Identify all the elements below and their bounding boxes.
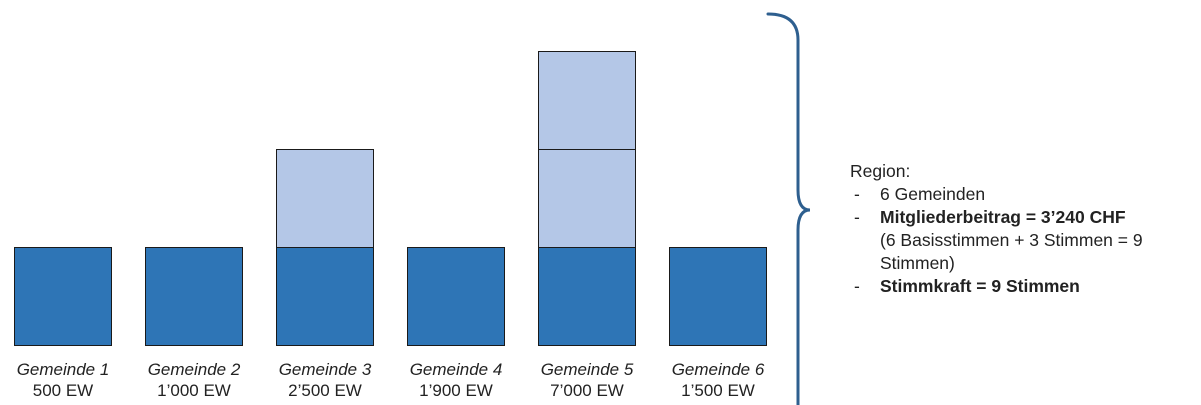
community-caption: Gemeinde 5 7’000 EW (522, 359, 652, 401)
community-caption: Gemeinde 2 1’000 EW (129, 359, 259, 401)
community-name: Gemeinde 6 (671, 360, 765, 379)
community-name: Gemeinde 3 (278, 360, 372, 379)
base-vote-block (407, 247, 505, 346)
community-population: 1’500 EW (681, 381, 755, 400)
community-name: Gemeinde 1 (16, 360, 110, 379)
community-caption: Gemeinde 3 2’500 EW (260, 359, 390, 401)
summary-item-subtext: (6 Basisstimmen + 3 Stimmen = 9 Stimmen) (880, 230, 1143, 273)
community-population: 1’900 EW (419, 381, 493, 400)
community-population: 1’000 EW (157, 381, 231, 400)
additional-vote-block (538, 149, 636, 248)
community-caption: Gemeinde 1 500 EW (0, 359, 128, 401)
summary-item-fee: - Mitgliederbeitrag = 3’240 CHF (6 Basis… (850, 206, 1195, 275)
bullet-dash: - (854, 184, 860, 204)
base-vote-block (538, 247, 636, 346)
additional-vote-block (276, 149, 374, 248)
summary-item-text: 6 Gemeinden (880, 184, 986, 204)
community-population: 2’500 EW (288, 381, 362, 400)
community-caption: Gemeinde 4 1’900 EW (391, 359, 521, 401)
bullet-dash: - (854, 207, 860, 227)
summary-list: - 6 Gemeinden - Mitgliederbeitrag = 3’24… (850, 183, 1195, 298)
summary-item-communities: - 6 Gemeinden (850, 183, 1195, 206)
summary-heading: Region: (850, 161, 911, 181)
curly-brace (766, 12, 811, 405)
bullet-dash: - (854, 276, 860, 296)
base-vote-block (669, 247, 767, 346)
base-vote-block (14, 247, 112, 346)
summary-item-text: Mitgliederbeitrag = 3’240 CHF (880, 207, 1126, 227)
base-vote-block (145, 247, 243, 346)
community-name: Gemeinde 2 (147, 360, 241, 379)
region-summary: Region: - 6 Gemeinden - Mitgliederbeitra… (850, 160, 1195, 298)
base-vote-block (276, 247, 374, 346)
additional-vote-block (538, 51, 636, 150)
summary-item-text: Stimmkraft = 9 Stimmen (880, 276, 1080, 296)
community-population: 7’000 EW (550, 381, 624, 400)
community-name: Gemeinde 5 (540, 360, 634, 379)
community-caption: Gemeinde 6 1’500 EW (653, 359, 783, 401)
brace-path (766, 12, 811, 405)
community-population: 500 EW (32, 381, 94, 400)
summary-item-voting-power: - Stimmkraft = 9 Stimmen (850, 275, 1195, 298)
community-name: Gemeinde 4 (409, 360, 503, 379)
